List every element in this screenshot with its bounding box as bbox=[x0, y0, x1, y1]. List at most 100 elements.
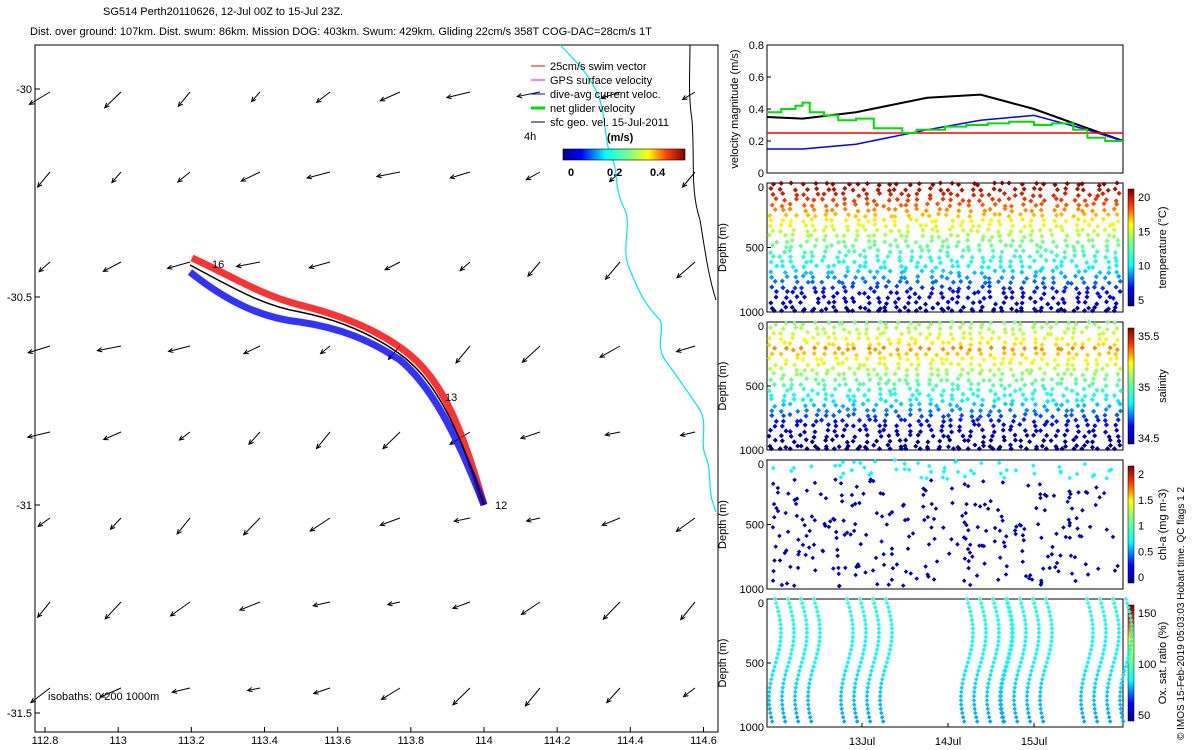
section-point bbox=[1104, 392, 1110, 398]
section-point bbox=[985, 340, 991, 346]
current-arrow bbox=[309, 517, 331, 532]
section-point bbox=[959, 689, 964, 695]
section-point bbox=[998, 305, 1004, 311]
current-arrow-head bbox=[680, 614, 686, 621]
section-point bbox=[1053, 212, 1060, 218]
section-point bbox=[959, 685, 965, 690]
current-arrow bbox=[454, 517, 471, 522]
section-point bbox=[1044, 419, 1050, 425]
section-point bbox=[1092, 689, 1097, 695]
section-point bbox=[1034, 242, 1040, 248]
section-point bbox=[1091, 201, 1097, 207]
section-point bbox=[1103, 336, 1109, 342]
section-point bbox=[877, 319, 883, 325]
section-point bbox=[1073, 273, 1079, 279]
section-point bbox=[792, 702, 798, 707]
section-point bbox=[912, 291, 918, 297]
section-point bbox=[787, 655, 793, 661]
section-point bbox=[843, 252, 849, 259]
section-point bbox=[1037, 244, 1044, 250]
section-point bbox=[1009, 295, 1015, 301]
section-point bbox=[955, 361, 961, 367]
section-point bbox=[875, 617, 881, 623]
section-point bbox=[1103, 406, 1109, 413]
current-arrow-head bbox=[379, 521, 386, 527]
section-point bbox=[990, 329, 996, 335]
section-point bbox=[895, 320, 901, 326]
section-point bbox=[1062, 190, 1068, 196]
current-arrow-head bbox=[681, 95, 688, 101]
section-point bbox=[779, 702, 785, 707]
section-point bbox=[1089, 643, 1095, 648]
section-point bbox=[878, 331, 884, 337]
section-point bbox=[1039, 535, 1044, 541]
section-point bbox=[1009, 289, 1015, 295]
section-point bbox=[945, 351, 951, 357]
section-point bbox=[852, 371, 858, 377]
section-point bbox=[845, 212, 852, 218]
section-point bbox=[1079, 397, 1085, 403]
section-point bbox=[791, 362, 798, 368]
section-point bbox=[855, 386, 861, 393]
section-point bbox=[928, 396, 934, 403]
section-point bbox=[800, 308, 806, 314]
section-point bbox=[1072, 253, 1078, 259]
section-point bbox=[1012, 706, 1017, 712]
section-point bbox=[1017, 360, 1024, 366]
section-point bbox=[850, 638, 855, 644]
current-arrow-head bbox=[103, 102, 110, 109]
section-point bbox=[999, 275, 1005, 281]
section-point bbox=[986, 283, 993, 289]
section-point bbox=[875, 258, 881, 264]
section-point bbox=[1039, 346, 1045, 352]
section-point bbox=[823, 391, 829, 397]
section-point bbox=[1111, 660, 1117, 665]
section-point bbox=[787, 223, 793, 229]
current-arrow bbox=[168, 345, 191, 352]
section-point bbox=[907, 407, 913, 413]
section-point bbox=[1030, 324, 1036, 330]
section-point bbox=[1123, 664, 1128, 669]
section-point bbox=[805, 233, 811, 239]
section-point bbox=[897, 249, 903, 255]
section-point bbox=[996, 233, 1003, 239]
section-point bbox=[896, 340, 902, 346]
section-point bbox=[1113, 300, 1119, 307]
section-point bbox=[1106, 715, 1112, 720]
section-point bbox=[821, 227, 827, 233]
section-point bbox=[771, 668, 776, 674]
current-arrow bbox=[110, 517, 122, 530]
section-point bbox=[826, 320, 832, 326]
section-point bbox=[842, 196, 848, 202]
section-point bbox=[936, 446, 942, 452]
section-point bbox=[1115, 417, 1121, 423]
section-point bbox=[1002, 544, 1008, 549]
current-arrow-head bbox=[238, 606, 245, 611]
section-point bbox=[1055, 406, 1061, 413]
section-point bbox=[999, 308, 1005, 314]
section-point bbox=[1115, 398, 1121, 404]
section-point bbox=[802, 609, 807, 614]
section-point bbox=[814, 651, 820, 657]
section-point bbox=[974, 573, 980, 578]
section-point bbox=[982, 617, 988, 623]
section-point bbox=[805, 392, 811, 398]
section-xtick-label: 13Jul bbox=[849, 736, 875, 748]
section-point bbox=[1016, 668, 1021, 674]
section-point bbox=[964, 664, 969, 669]
section-point bbox=[815, 609, 820, 614]
section-point bbox=[880, 676, 885, 682]
section-point bbox=[845, 227, 851, 233]
section-point bbox=[804, 630, 810, 636]
section-point bbox=[1106, 403, 1112, 409]
section-point bbox=[882, 668, 887, 674]
section-point bbox=[965, 483, 971, 489]
section-point bbox=[882, 264, 888, 270]
section-point bbox=[1078, 693, 1084, 699]
section-point bbox=[782, 393, 788, 399]
section-point bbox=[835, 553, 840, 559]
section-point bbox=[927, 408, 933, 414]
map-xtick-label: 113.2 bbox=[178, 735, 205, 747]
section-point bbox=[843, 305, 849, 311]
